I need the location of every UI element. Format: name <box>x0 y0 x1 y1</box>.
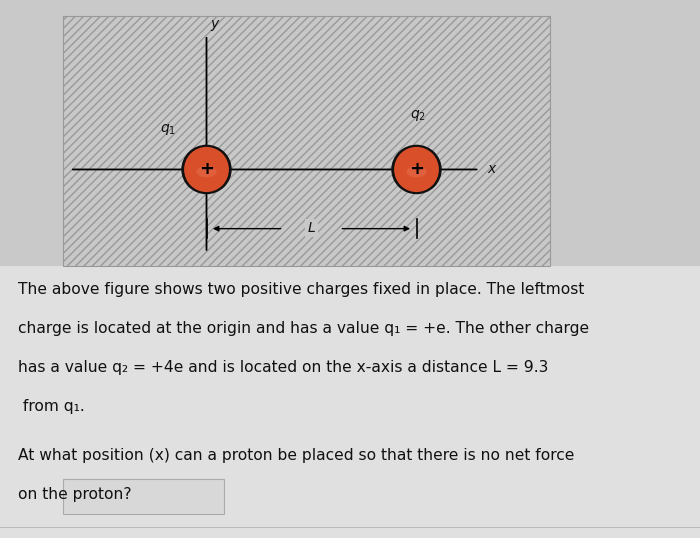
Text: $q_2$: $q_2$ <box>410 108 426 123</box>
Ellipse shape <box>181 145 232 194</box>
Text: from q₁.: from q₁. <box>18 399 84 414</box>
Text: on the proton?: on the proton? <box>18 487 131 502</box>
Text: +: + <box>199 160 214 179</box>
Text: $q_1$: $q_1$ <box>160 122 176 137</box>
Text: $L$: $L$ <box>307 221 316 235</box>
Text: $x$: $x$ <box>486 162 498 176</box>
Bar <box>63 479 224 514</box>
Bar <box>0 266 700 538</box>
Bar <box>63 16 550 266</box>
Bar <box>70 22 542 261</box>
Ellipse shape <box>184 147 229 192</box>
Ellipse shape <box>391 145 442 194</box>
Text: has a value q₂ = +4e and is located on the x-axis a distance L = 9.3: has a value q₂ = +4e and is located on t… <box>18 360 548 375</box>
Text: +: + <box>409 160 424 179</box>
Text: charge is located at the origin and has a value q₁ = +e. The other charge: charge is located at the origin and has … <box>18 321 589 336</box>
Text: At what position (x) can a proton be placed so that there is no net force: At what position (x) can a proton be pla… <box>18 448 574 463</box>
Text: The above figure shows two positive charges fixed in place. The leftmost: The above figure shows two positive char… <box>18 282 584 298</box>
Text: $y$: $y$ <box>209 18 220 33</box>
Ellipse shape <box>407 166 426 178</box>
Ellipse shape <box>197 166 216 178</box>
Ellipse shape <box>394 147 439 192</box>
